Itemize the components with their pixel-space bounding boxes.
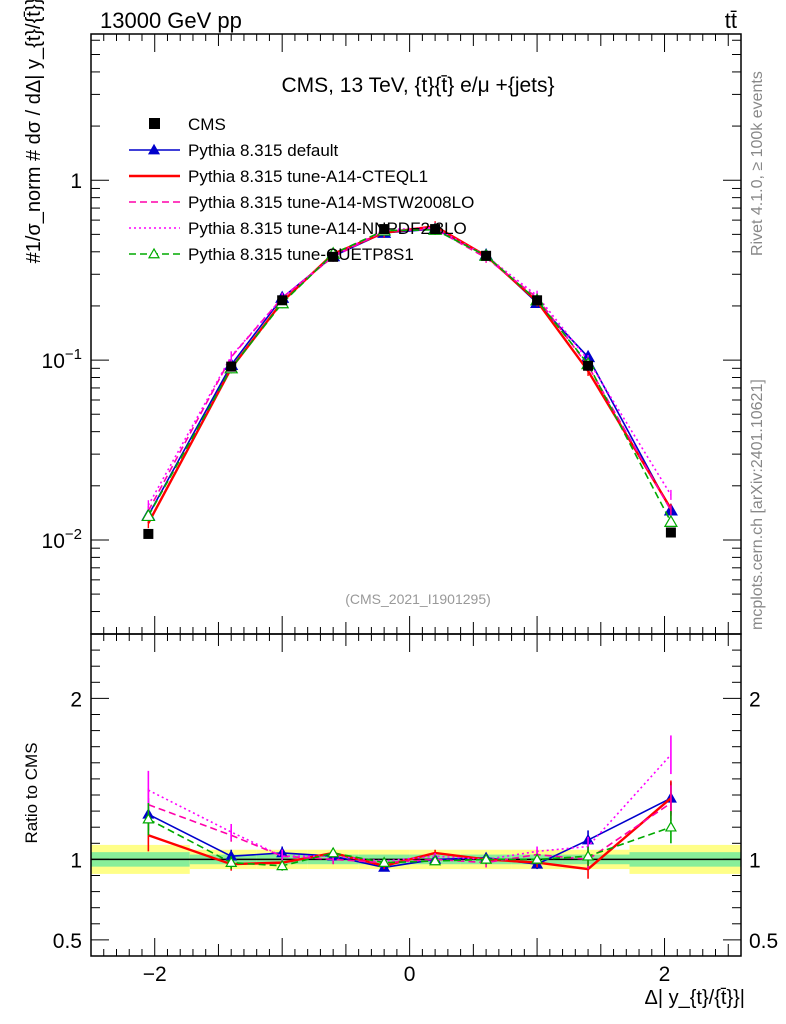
ratio-y-axis-label: Ratio to CMS <box>22 742 41 843</box>
main-y-tick-labels: 10−2 10−1 1 <box>42 170 82 553</box>
data-point <box>583 360 594 371</box>
ratio-y-tick-label-right: 0.5 <box>749 930 778 953</box>
legend-entry-label: Pythia 8.315 tune-A14-MSTW2008LO <box>188 193 474 212</box>
data-point <box>379 224 390 235</box>
data-point <box>277 295 288 306</box>
data-point <box>226 361 237 372</box>
ratio-series-line-3 <box>147 754 672 862</box>
legend-entry-label: Pythia 8.315 default <box>188 141 339 160</box>
chart-title: CMS, 13 TeV, {t}{t̄} e/μ +{jets} <box>281 74 554 97</box>
ratio-series-marker-4 <box>378 856 391 867</box>
main-axis-ticks <box>90 34 742 635</box>
legend-entry-label: Pythia 8.315 tune-A14-NNPDF2.3LO <box>188 219 467 238</box>
main-plot-panel: 10−2 10−1 1 <box>42 33 742 635</box>
data-point <box>532 295 543 306</box>
legend-entry-label: Pythia 8.315 tune-CUETP8S1 <box>188 245 414 264</box>
data-point <box>143 528 154 539</box>
ratio-series-marker-4 <box>664 820 677 832</box>
legend-data-swatch <box>149 118 160 129</box>
main-series-line-3 <box>147 226 672 506</box>
data-point <box>665 527 676 538</box>
ratio-series-marker-4 <box>429 854 442 866</box>
ratio-series-marker-4 <box>276 859 289 871</box>
x-tick-labels: −2 0 2 <box>143 963 671 986</box>
mcplots-credit-label: mcplots.cern.ch [arXiv:2401.10621] <box>749 379 766 630</box>
data-point <box>328 251 339 262</box>
legend-entry-label: Pythia 8.315 tune-A14-CTEQL1 <box>188 167 428 186</box>
ratio-series-marker-4 <box>582 849 595 861</box>
x-tick-label: −2 <box>143 963 167 986</box>
ratio-y-tick-label-left: 1 <box>70 849 82 872</box>
main-y-tick-label: 10−1 <box>42 346 82 373</box>
ratio-series-line-2 <box>148 802 672 864</box>
ratio-series-marker-4 <box>480 853 493 864</box>
legend-marker-swatch <box>147 247 161 259</box>
analysis-id-label: (CMS_2021_I1901295) <box>345 591 491 607</box>
ratio-y-tick-label-right: 2 <box>749 688 761 711</box>
main-y-axis-label: #1/σ_norm # dσ / dΔ| y_{t}/{t̄}}| <box>23 0 45 263</box>
main-series-line-4 <box>147 229 672 523</box>
ratio-series-line-1 <box>147 797 672 871</box>
x-tick-label: 2 <box>659 963 671 986</box>
ratio-y-tick-label-left: 2 <box>70 688 82 711</box>
main-series-marker-4 <box>663 514 678 527</box>
ratio-series-line-0 <box>147 797 672 869</box>
ratio-series-marker-4 <box>142 812 155 824</box>
ratio-series-marker-4 <box>327 846 340 858</box>
ratio-y-tick-labels: 0.5 0.5 1 1 2 2 <box>53 688 778 953</box>
x-axis-label: Δ| y_{t}/{t̄}}| <box>645 987 746 1009</box>
ratio-axis-ticks <box>90 633 742 957</box>
process-label: tt̄ <box>725 8 737 33</box>
main-y-tick-label: 1 <box>70 170 82 193</box>
legend-marker-swatch <box>147 143 161 155</box>
ratio-y-tick-label-right: 1 <box>749 849 761 872</box>
main-y-tick-label: 10−2 <box>42 526 82 553</box>
ratio-series-layer <box>91 735 741 879</box>
ratio-series-marker-4 <box>531 853 544 864</box>
main-y-axis-label-text: #1/σ_norm # dσ / dΔ| y_{t}/{t̄}}| <box>23 0 45 263</box>
main-data-points <box>143 224 676 539</box>
x-tick-label: 0 <box>404 963 416 986</box>
ratio-y-tick-label-left: 0.5 <box>53 930 82 953</box>
data-point <box>481 250 492 261</box>
legend-entry-label: CMS <box>188 115 226 134</box>
main-series-marker-4 <box>141 508 156 522</box>
legend: CMS Pythia 8.315 default Pythia 8.315 tune… <box>129 115 474 264</box>
rivet-version-label: Rivet 4.1.0, ≥ 100k events <box>749 71 766 256</box>
ratio-plot-frame <box>90 633 742 957</box>
data-point <box>430 224 441 235</box>
energy-label: 13000 GeV pp <box>100 8 242 33</box>
main-series-layer <box>141 221 678 529</box>
ratio-plot-panel: 0.5 0.5 1 1 2 2 <box>53 633 778 957</box>
main-series-line-2 <box>147 228 672 512</box>
ratio-series-marker-4 <box>225 856 238 867</box>
